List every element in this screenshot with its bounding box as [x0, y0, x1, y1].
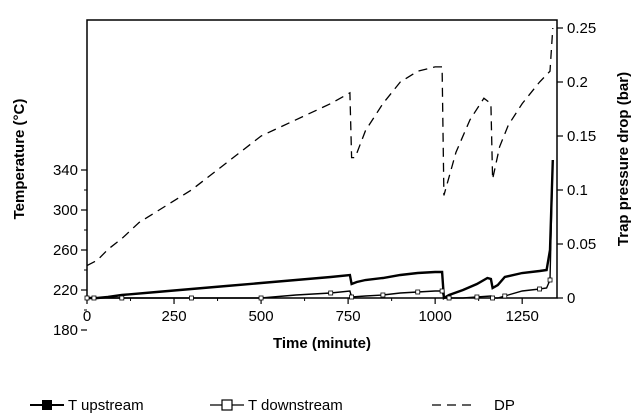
- legend-marker-t-upstream: [42, 400, 52, 410]
- series-point-t-downstream: [91, 295, 97, 301]
- y-axis-title: Temperature (°C): [11, 99, 28, 220]
- y2-tick-label: 0.25: [567, 20, 596, 37]
- y2-axis-ticks: 0 0.05 0.1 0.15 0.2 0.25: [557, 20, 596, 307]
- x-tick-label: 0: [83, 308, 91, 325]
- y-tick-label: 220: [53, 282, 78, 299]
- series-point-t-downstream: [446, 295, 452, 301]
- y2-tick-label: 0.1: [567, 182, 588, 199]
- y-tick-label: 340: [53, 162, 78, 179]
- y2-tick-label: 0: [567, 290, 575, 307]
- legend-label-dp: DP: [494, 397, 515, 414]
- series-point-t-downstream: [415, 289, 421, 295]
- y2-tick-label: 0.05: [567, 236, 596, 253]
- series-point-t-downstream: [189, 295, 194, 301]
- y2-tick-label: 0.15: [567, 128, 596, 145]
- series-point-t-downstream: [537, 286, 542, 292]
- series-point-t-downstream: [119, 295, 125, 301]
- series-point-t-downstream: [439, 288, 445, 294]
- series-point-t-downstream: [380, 292, 386, 298]
- x-tick-label: 1250: [505, 308, 538, 325]
- y2-axis-title: Trap pressure drop (bar): [615, 72, 632, 246]
- x-tick-label: 750: [336, 308, 361, 325]
- series-point-t-downstream: [328, 290, 334, 296]
- x-axis-title: Time (minute): [273, 335, 371, 352]
- y-tick-label: 260: [53, 242, 78, 259]
- y-axis-ticks: 180 220 260 300 340: [53, 162, 87, 339]
- series-line-t-upstream: [87, 159, 554, 300]
- series-point-t-downstream: [490, 295, 495, 301]
- series-point-t-downstream: [547, 277, 553, 283]
- series-point-t-downstream: [84, 295, 90, 301]
- series-point-t-downstream: [349, 294, 354, 300]
- x-tick-label: 250: [162, 308, 187, 325]
- legend-label-t-downstream: T downstream: [248, 397, 343, 414]
- legend-marker-t-downstream: [221, 399, 233, 411]
- series-line-dp: [86, 27, 554, 267]
- y-tick-label: 300: [53, 202, 78, 219]
- y2-tick-label: 0.2: [567, 74, 588, 91]
- series-layer: [84, 27, 554, 301]
- plot-area: [86, 19, 558, 299]
- series-point-t-downstream: [258, 295, 264, 301]
- x-axis-ticks: 0 250 500 750 1000 1250: [83, 298, 539, 325]
- y-tick-label: 180: [53, 322, 78, 339]
- series-point-t-downstream: [502, 293, 508, 299]
- x-tick-label: 1000: [418, 308, 451, 325]
- legend-label-t-upstream: T upstream: [68, 397, 144, 414]
- plot-frame: [86, 19, 558, 299]
- series-point-t-downstream: [474, 294, 480, 300]
- x-tick-label: 500: [249, 308, 274, 325]
- legend: T upstream T downstream DP: [30, 397, 515, 414]
